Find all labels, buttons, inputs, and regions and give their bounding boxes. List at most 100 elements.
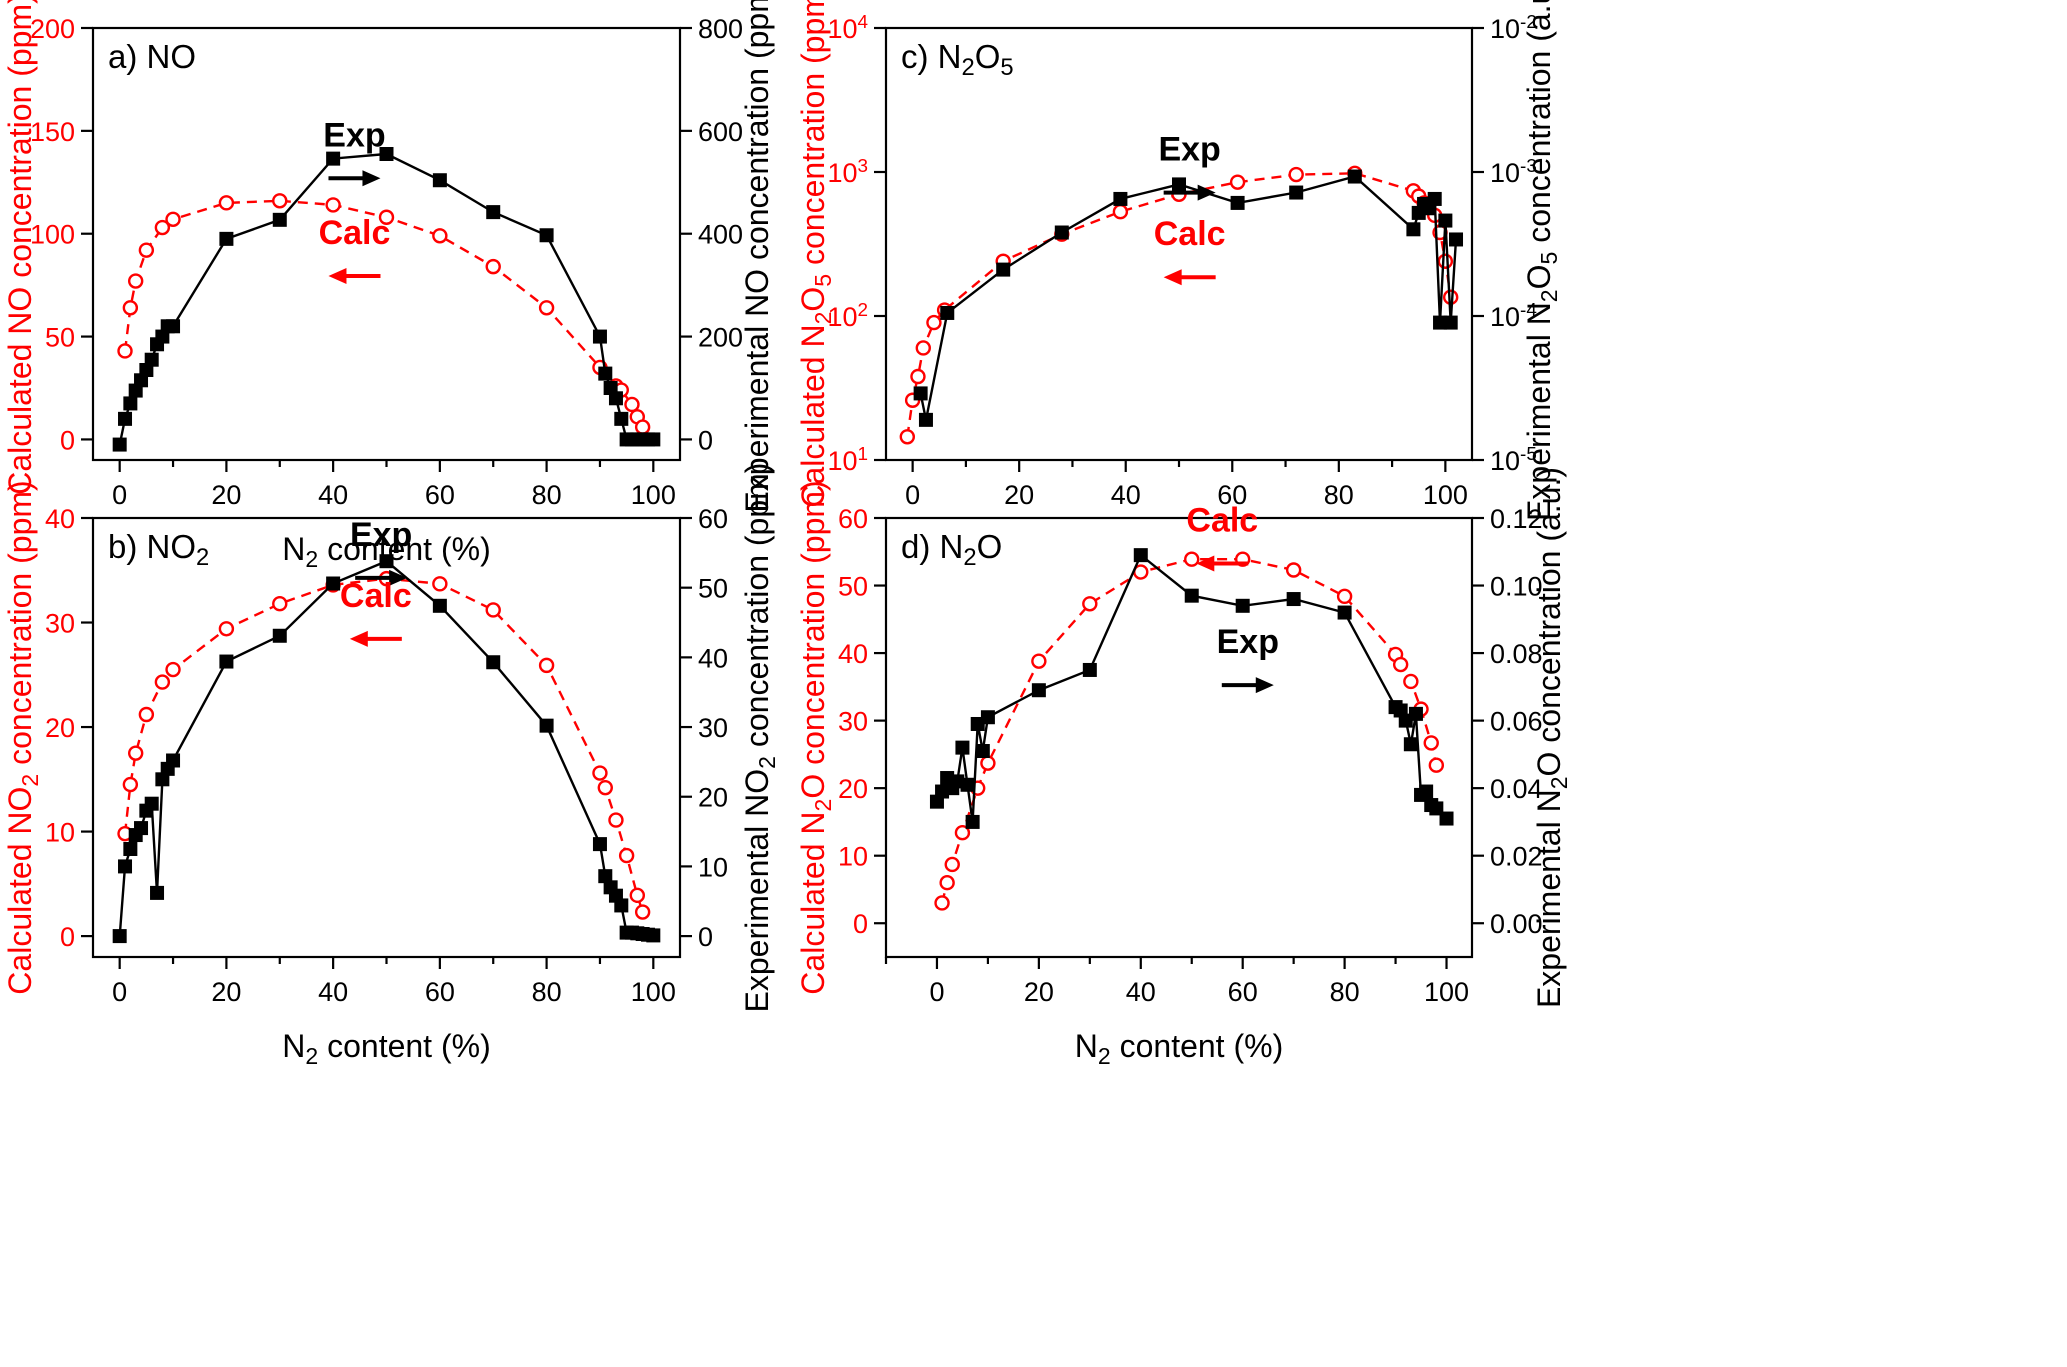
calc-arrow-head — [1196, 555, 1215, 572]
exp-series-line — [118, 559, 654, 937]
left-y-axis-label: Calculated N2O5 concentration (ppm) — [795, 0, 836, 508]
right-y-tick-label: 0.10 — [1490, 572, 1543, 602]
exp-point — [598, 366, 613, 381]
left-y-tick-label: 60 — [838, 504, 868, 534]
calc-point — [538, 300, 555, 316]
left-y-axis-label: Calculated N2O concentration (ppm) — [795, 480, 836, 994]
exp-point — [1433, 315, 1448, 330]
exp-point — [1443, 315, 1458, 330]
exp-point — [1082, 662, 1097, 677]
x-tick-label: 80 — [1324, 480, 1354, 510]
calc-annotation: Calc — [319, 214, 391, 252]
exp-point — [150, 885, 165, 900]
calc-point — [122, 776, 139, 793]
exp-point — [539, 228, 554, 243]
calc-point — [154, 674, 171, 690]
exp-series-line — [935, 553, 1448, 823]
x-tick-label: 20 — [211, 480, 241, 510]
right-y-tick-label: 10 — [698, 852, 728, 882]
left-y-tick-label: 20 — [45, 713, 75, 743]
calc-point — [432, 576, 448, 592]
exp-point — [1289, 185, 1304, 200]
calc-point — [1437, 253, 1454, 269]
calc-point — [1285, 562, 1302, 578]
exp-point — [955, 740, 970, 755]
exp-annotation: Exp — [1217, 623, 1279, 661]
panel-a-no: 0 20 40 60 80 100 0 50 100 150 200 0 200 400 600 800 N2 … — [2, 0, 775, 572]
exp-arrow-head — [1255, 677, 1274, 694]
exp-point — [326, 576, 341, 591]
exp-point — [1230, 195, 1245, 210]
x-tick-label: 0 — [929, 977, 944, 1007]
calc-point — [944, 856, 960, 873]
calc-arrow-head — [349, 630, 368, 647]
exp-point — [166, 753, 181, 768]
x-tick-label: 40 — [318, 977, 348, 1007]
exp-point — [1337, 605, 1352, 620]
right-y-tick-label: 0.00 — [1490, 909, 1543, 939]
exp-point — [1031, 683, 1046, 698]
exp-point — [123, 841, 138, 856]
x-tick-label: 100 — [1423, 480, 1468, 510]
x-tick-label: 100 — [631, 977, 676, 1007]
calc-point — [1184, 551, 1200, 567]
x-tick-label: 20 — [1024, 977, 1054, 1007]
x-tick-label: 20 — [211, 977, 241, 1007]
x-axis-label: N2 content (%) — [282, 1028, 490, 1069]
left-y-tick-label: 50 — [45, 323, 75, 353]
exp-point — [1235, 598, 1250, 613]
x-tick-label: 40 — [318, 480, 348, 510]
exp-point — [486, 205, 501, 220]
left-y-axis-label: Calculated NO2 concentration (ppm) — [2, 480, 43, 994]
x-tick-label: 60 — [1217, 480, 1247, 510]
exp-point — [1438, 213, 1453, 228]
left-y-tick-label: 40 — [45, 504, 75, 534]
left-y-tick-label: 102 — [827, 300, 868, 333]
calc-point — [154, 219, 171, 236]
exp-point — [1133, 548, 1148, 563]
calc-annotation: Calc — [1186, 502, 1258, 540]
panel-label: c) N2O5 — [901, 38, 1014, 81]
calc-series-line — [906, 172, 1452, 437]
exp-point — [996, 262, 1011, 277]
right-y-tick-label: 200 — [698, 323, 743, 353]
exp-arrow-head — [1197, 184, 1216, 201]
calc-point — [939, 875, 955, 891]
x-tick-label: 20 — [1004, 480, 1034, 510]
exp-annotation: Exp — [350, 516, 412, 554]
x-tick-label: 80 — [1330, 977, 1360, 1007]
calc-point — [127, 273, 144, 289]
calc-point — [592, 765, 608, 781]
calc-point — [899, 429, 916, 445]
right-y-tick-label: 400 — [698, 220, 743, 250]
exp-point — [379, 147, 394, 161]
calc-point — [218, 195, 235, 211]
calc-arrow-head — [328, 268, 347, 284]
x-tick-label: 40 — [1111, 480, 1141, 510]
right-y-axis-label: Experimental NO concentration (ppm) — [739, 0, 775, 513]
exp-point — [219, 654, 234, 669]
exp-point — [1419, 784, 1434, 799]
left-y-tick-label: 100 — [30, 220, 75, 250]
exp-point — [980, 710, 995, 725]
exp-point — [144, 796, 159, 811]
exp-point — [608, 391, 623, 406]
x-axis-label: N2 content (%) — [282, 531, 490, 572]
x-tick-label: 100 — [631, 480, 676, 510]
exp-point — [166, 319, 181, 334]
calc-point — [165, 661, 181, 678]
exp-point — [1172, 177, 1186, 192]
calc-point — [272, 193, 288, 209]
exp-point — [614, 411, 629, 426]
exp-point — [1347, 169, 1362, 184]
right-y-tick-label: 0 — [698, 922, 713, 952]
calc-point — [624, 396, 640, 413]
calc-point — [618, 847, 635, 864]
exp-point — [272, 212, 287, 227]
exp-point — [592, 329, 607, 344]
right-y-tick-label: 0.02 — [1490, 842, 1543, 872]
left-y-tick-label: 20 — [838, 774, 868, 804]
right-y-tick-label: 0.08 — [1490, 639, 1543, 669]
plot-frame — [884, 516, 1474, 959]
